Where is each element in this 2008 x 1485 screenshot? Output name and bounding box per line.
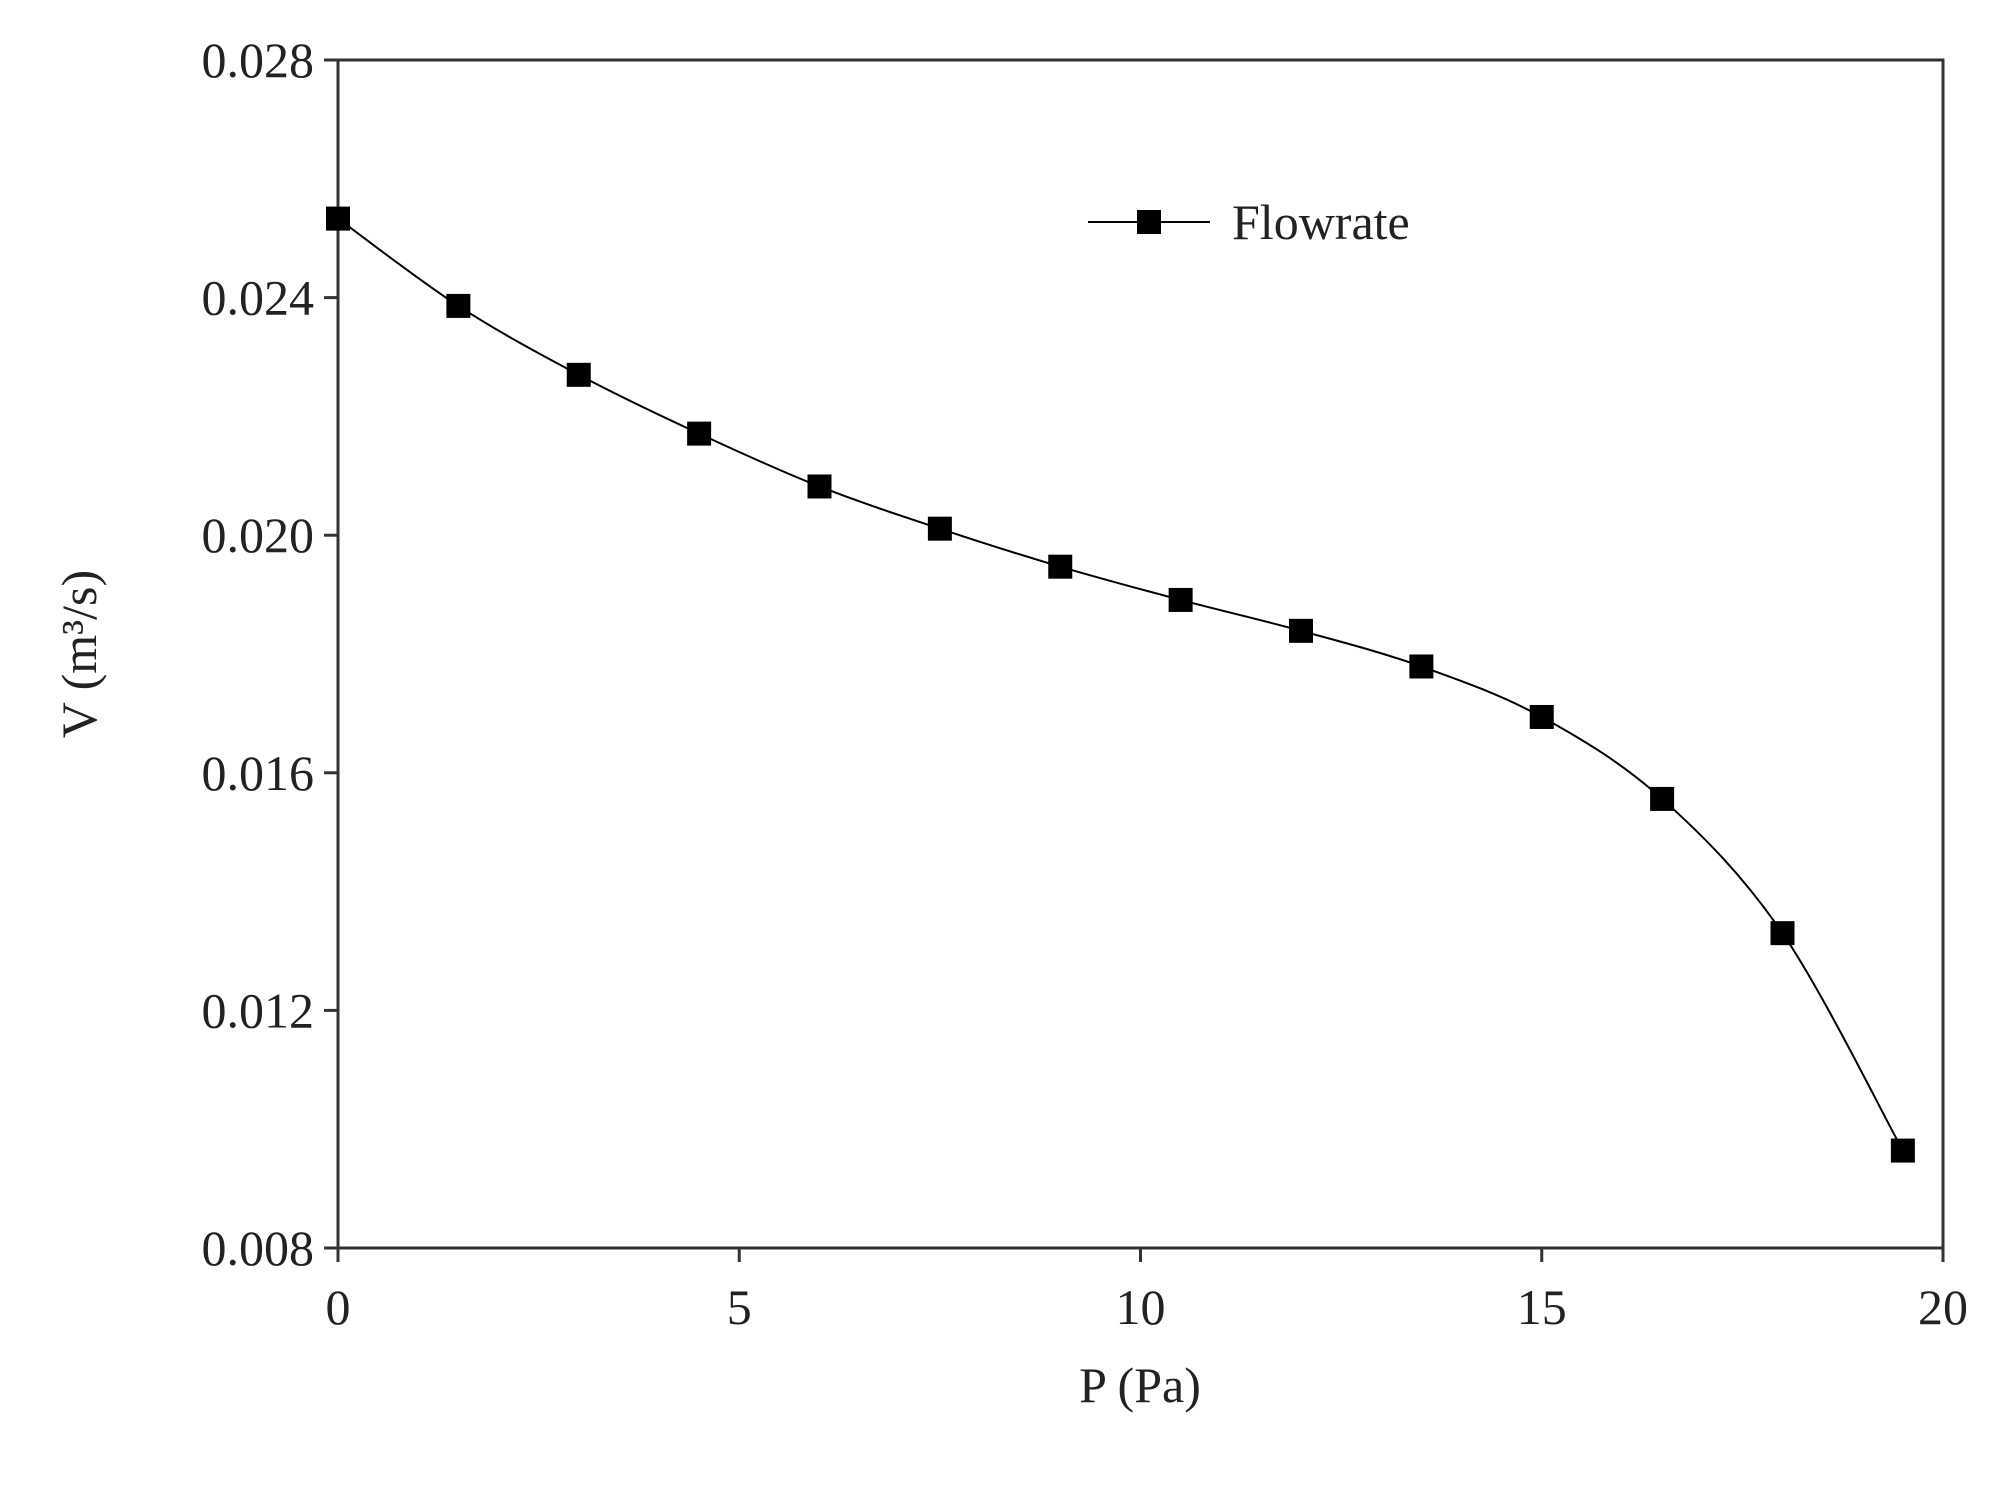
y-axis-label: V (m³/s) xyxy=(51,570,107,738)
legend-label: Flowrate xyxy=(1232,194,1410,250)
marker xyxy=(1289,618,1313,643)
y-tick-label: 0.024 xyxy=(202,270,315,326)
marker xyxy=(1890,1138,1915,1163)
legend-marker xyxy=(1137,210,1161,234)
x-tick-label: 15 xyxy=(1517,1279,1567,1335)
marker xyxy=(1168,587,1193,612)
marker xyxy=(1048,554,1073,579)
marker xyxy=(326,206,350,231)
y-tick-label: 0.020 xyxy=(202,507,315,563)
y-tick-label: 0.016 xyxy=(202,745,315,801)
marker xyxy=(566,362,591,387)
marker xyxy=(446,293,471,318)
marker xyxy=(807,474,832,499)
y-tick-label: 0.028 xyxy=(202,32,315,88)
x-axis-label: P (Pa) xyxy=(1079,1357,1201,1413)
marker xyxy=(1409,654,1434,679)
y-tick-label: 0.008 xyxy=(202,1220,315,1276)
x-tick-label: 5 xyxy=(727,1279,752,1335)
x-tick-label: 0 xyxy=(326,1279,351,1335)
marker xyxy=(1650,786,1675,811)
plot-frame xyxy=(336,58,1945,1250)
x-tick-label: 10 xyxy=(1116,1279,1166,1335)
marker xyxy=(927,516,952,541)
marker xyxy=(687,421,712,446)
marker xyxy=(1770,921,1795,946)
y-tick-label: 0.012 xyxy=(202,982,315,1038)
x-tick-label: 20 xyxy=(1918,1279,1968,1335)
marker xyxy=(1529,704,1554,729)
series-line xyxy=(337,217,1904,1152)
